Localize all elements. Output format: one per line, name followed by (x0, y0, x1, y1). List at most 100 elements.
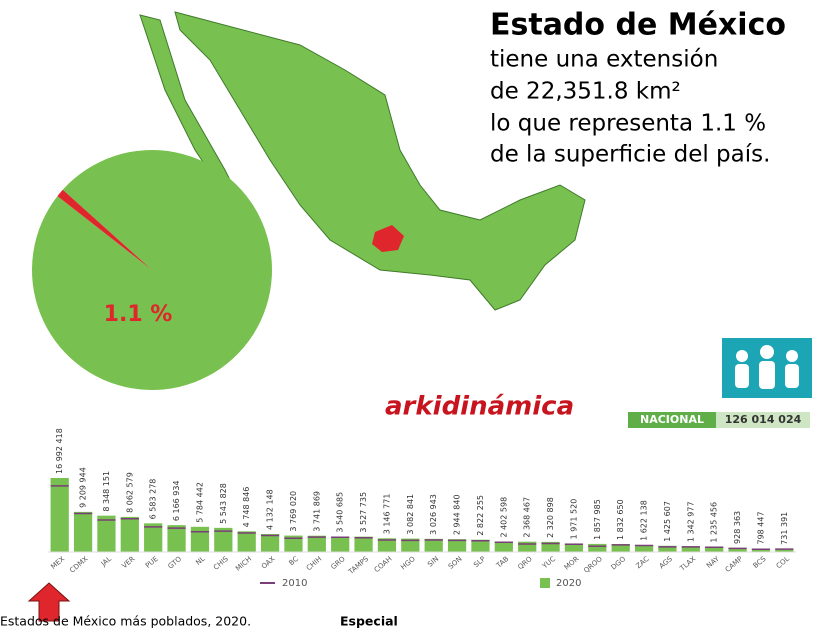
legend-label: 2020 (556, 578, 581, 589)
bar (634, 544, 654, 552)
category-label: BCS (752, 555, 768, 570)
category-label: TAMPS (346, 555, 370, 577)
value-label: 2 368 467 (523, 497, 532, 538)
category-label: NAY (705, 554, 721, 569)
value-label: 6 583 278 (149, 479, 158, 520)
value-label: 4 132 148 (266, 489, 275, 530)
category-label: SLP (472, 555, 487, 569)
category-label: COL (775, 555, 791, 570)
bar (260, 534, 280, 552)
map-mainland (174, 11, 586, 311)
category-label: CHIS (212, 555, 230, 572)
value-label: 798 447 (756, 511, 765, 544)
value-label: 8 348 151 (102, 471, 111, 512)
value-label: 1 235 456 (710, 502, 719, 543)
value-label: 3 741 869 (312, 491, 321, 532)
category-label: AGS (658, 555, 675, 571)
pie-slice (31, 150, 272, 390)
category-label: HGO (399, 555, 417, 572)
category-label: SON (447, 555, 464, 571)
category-label: MICH (234, 555, 253, 573)
text-line: de la superficie del país. (490, 142, 770, 168)
category-label: YUC (540, 555, 557, 571)
caption-source: Especial (340, 614, 398, 629)
bar (190, 526, 210, 552)
bar (50, 478, 69, 552)
bar (564, 543, 584, 552)
category-label: DGO (610, 555, 628, 572)
category-label: PUE (144, 555, 160, 570)
value-label: 1 971 520 (569, 499, 578, 540)
category-label: JAL (99, 555, 113, 569)
nacional-value-box (716, 412, 810, 428)
nacional-value: 126 014 024 (725, 413, 802, 426)
category-label: MEX (49, 555, 66, 571)
category-label: VER (120, 555, 136, 570)
value-label: 1 342 977 (686, 501, 695, 542)
legend-marker (540, 578, 550, 588)
logo: arkidinámica (385, 392, 574, 422)
value-label: 2 402 598 (499, 497, 508, 538)
value-label: 3 082 841 (406, 494, 415, 535)
nacional-label: NACIONAL (640, 413, 704, 426)
value-label: 2 822 255 (476, 495, 485, 536)
bar (237, 531, 256, 552)
value-label: 1 832 650 (616, 499, 625, 540)
bar (377, 538, 397, 552)
nacional-label-box (628, 412, 716, 428)
bar (331, 536, 350, 552)
bar (518, 541, 537, 552)
bar (541, 541, 560, 552)
category-label: CDMX (68, 555, 89, 575)
category-label: NL (194, 555, 206, 567)
value-label: 731 391 (780, 512, 789, 545)
value-label: 16 992 418 (55, 428, 64, 474)
bar (73, 511, 93, 552)
value-label: 4 748 846 (242, 487, 251, 528)
value-label: 2 320 898 (546, 497, 555, 538)
category-label: CHIH (305, 555, 324, 572)
bar (447, 539, 467, 552)
title: Estado de México (490, 8, 786, 43)
text-line: tiene una extensión (490, 47, 718, 73)
category-label: QROO (582, 555, 604, 575)
bar (658, 545, 677, 552)
value-label: 5 543 828 (219, 483, 228, 524)
family-figures (735, 345, 799, 389)
value-label: 8 062 579 (125, 472, 134, 513)
pie-label: 1.1 % (104, 302, 173, 327)
category-label: BC (288, 555, 301, 567)
bar (167, 525, 186, 552)
bar (97, 515, 116, 552)
bar (120, 516, 139, 552)
value-label: 3 540 685 (336, 492, 345, 533)
bar (494, 541, 513, 552)
bar (775, 548, 794, 552)
bar (588, 543, 607, 552)
category-label: SIN (426, 555, 440, 569)
value-label: 3 026 943 (429, 494, 438, 535)
bar (401, 538, 420, 552)
caption: Estados de México más poblados, 2020. (0, 614, 251, 629)
value-label: 3 146 771 (382, 494, 391, 535)
pie-slice (57, 189, 153, 270)
category-label: QRO (516, 555, 534, 572)
bar (681, 546, 700, 552)
bar (471, 539, 490, 552)
value-label: 3 527 735 (359, 492, 368, 533)
category-label: OAX (260, 555, 277, 571)
bar (705, 546, 724, 552)
text-line: de 22,351.8 km² (490, 79, 681, 105)
bar (307, 535, 326, 552)
value-label: 928 363 (733, 511, 742, 544)
category-label: TAB (494, 555, 510, 570)
value-label: 1 857 985 (593, 499, 602, 540)
value-label: 1 425 607 (663, 501, 672, 542)
value-label: 1 622 138 (640, 500, 649, 541)
bar (214, 527, 233, 552)
map-estado-mexico (372, 225, 404, 252)
category-label: CAMP (724, 555, 744, 574)
value-label: 9 209 944 (79, 467, 88, 508)
category-label: TLAX (678, 555, 698, 573)
